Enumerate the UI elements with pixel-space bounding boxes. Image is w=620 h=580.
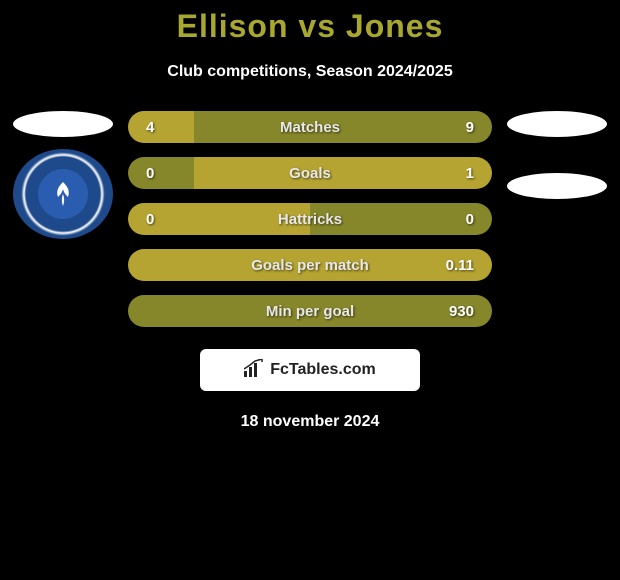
stat-label: Goals [289,165,331,182]
stat-value-left: 4 [146,119,154,136]
stat-value-right: 1 [466,165,474,182]
player-pill-right-2 [507,173,607,199]
stat-overlay: Goals per match 0.11 [128,249,492,281]
stat-bar: Min per goal 930 [128,295,492,327]
stat-value-left: 0 [146,165,154,182]
stat-label: Hattricks [278,211,342,228]
stats-column: 4 Matches 9 0 Goals 1 0 Hattricks 0 Goals per mat… [118,111,502,327]
site-name: FcTables.com [270,361,376,379]
stat-value-right: 0.11 [446,257,474,274]
stat-overlay: 4 Matches 9 [128,111,492,143]
stat-value-right: 930 [449,303,474,320]
stat-value-left: 0 [146,211,154,228]
club-badge-icon [38,169,88,219]
player-pill-right-1 [507,111,607,137]
stat-bar: 0 Hattricks 0 [128,203,492,235]
stat-value-right: 0 [466,211,474,228]
stat-label: Goals per match [251,257,369,274]
stat-overlay: 0 Goals 1 [128,157,492,189]
stat-overlay: Min per goal 930 [128,295,492,327]
page-subtitle: Club competitions, Season 2024/2025 [0,63,620,81]
player-pill-left [13,111,113,137]
site-badge[interactable]: FcTables.com [200,349,420,391]
comparison-card: Ellison vs Jones Club competitions, Seas… [0,0,620,431]
stat-value-right: 9 [466,119,474,136]
stat-overlay: 0 Hattricks 0 [128,203,492,235]
stat-bar: 4 Matches 9 [128,111,492,143]
stat-label: Min per goal [266,303,354,320]
left-column [8,111,118,239]
chart-icon [244,359,264,382]
stat-bar: 0 Goals 1 [128,157,492,189]
date-text: 18 november 2024 [0,413,620,431]
right-column [502,111,612,199]
club-badge-left [13,149,113,239]
phoenix-icon [48,179,78,209]
stat-label: Matches [280,119,340,136]
content-row: 4 Matches 9 0 Goals 1 0 Hattricks 0 Goals per mat… [0,111,620,327]
page-title: Ellison vs Jones [0,8,620,45]
stat-bar: Goals per match 0.11 [128,249,492,281]
